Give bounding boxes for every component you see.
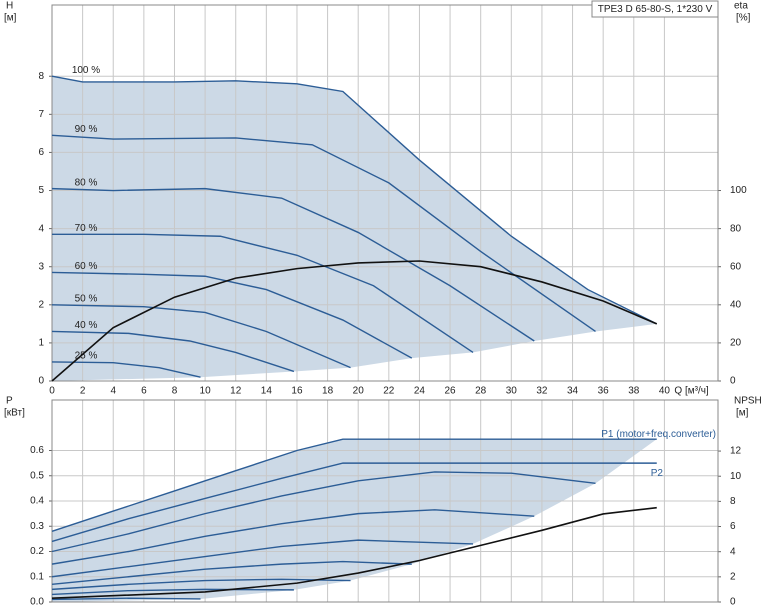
y-tick-label: 0.2 (30, 546, 44, 557)
y-tick-label: 0.0 (30, 597, 44, 608)
x-tick-label: 8 (172, 386, 178, 397)
y2-tick-label: 0 (730, 597, 736, 608)
x-tick-label: 4 (110, 386, 116, 397)
y-axis-unit: [м] (4, 13, 17, 24)
y-tick-label: 3 (38, 261, 44, 272)
curve (51, 438, 657, 532)
x-tick-label: 0 (49, 386, 55, 397)
x-tick-label: 22 (383, 386, 395, 397)
curve-label: 100 % (72, 65, 100, 76)
y-axis-label: H (6, 1, 13, 12)
y-tick-label: 8 (38, 71, 44, 82)
x-tick-label: 40 (659, 386, 671, 397)
x-tick-label: 28 (475, 386, 487, 397)
x-tick-label: 6 (141, 386, 147, 397)
y-tick-label: 0 (38, 376, 44, 387)
y2-tick-label: 60 (730, 261, 742, 272)
x-tick-label: 20 (353, 386, 365, 397)
y2-tick-label: 20 (730, 338, 742, 349)
curve (51, 578, 351, 591)
y2-tick-label: 40 (730, 299, 742, 310)
curve (51, 588, 294, 596)
plot-frame (51, 4, 719, 382)
y-tick-label: 0.1 (30, 571, 44, 582)
x-tick-label: 18 (322, 386, 334, 397)
y2-axis-label: eta (734, 1, 748, 12)
curve (51, 330, 295, 373)
y2-tick-label: 100 (730, 185, 747, 196)
plot-frame (51, 399, 719, 603)
x-tick-label: 36 (598, 386, 610, 397)
curve (51, 304, 351, 369)
curve (51, 260, 658, 382)
y-tick-label: 2 (38, 299, 44, 310)
curve (51, 361, 201, 378)
x-tick-label: 12 (230, 386, 242, 397)
operating-area (52, 439, 657, 602)
curve-label: 90 % (75, 124, 98, 135)
y-tick-label: 0.3 (30, 521, 44, 532)
y2-tick-label: 10 (730, 471, 742, 482)
curve-label: 50 % (75, 293, 98, 304)
curve (51, 271, 413, 359)
x-tick-label: 34 (567, 386, 579, 397)
y-tick-label: 7 (38, 109, 44, 120)
y2-tick-label: 0 (730, 376, 736, 387)
x-tick-label: 16 (291, 386, 303, 397)
curve-label: 70 % (75, 223, 98, 234)
y2-axis-unit: [%] (736, 13, 751, 24)
x-tick-label: 14 (261, 386, 273, 397)
curve (51, 539, 474, 578)
curve-label: P1 (motor+freq.converter) (601, 429, 716, 440)
curve (51, 471, 596, 553)
curve (51, 597, 201, 601)
y-tick-label: 4 (38, 223, 44, 234)
y-tick-label: 0.6 (30, 445, 44, 456)
curve-label: P2 (651, 468, 664, 479)
y-axis-unit: [кВт] (4, 408, 25, 419)
curve (51, 560, 412, 586)
y2-axis-unit: [м] (736, 408, 749, 419)
curve (52, 233, 474, 354)
y2-tick-label: 8 (730, 496, 736, 507)
y2-axis-label: NPSH (734, 396, 762, 407)
y-tick-label: 0.4 (30, 496, 44, 507)
curve-label: 25 % (75, 351, 98, 362)
y2-tick-label: 12 (730, 446, 742, 457)
x-tick-label: 32 (536, 386, 548, 397)
chart-title: TPE3 D 65-80-S, 1*230 V (598, 4, 713, 15)
curve (51, 509, 535, 565)
x-axis-label: Q [м³/ч] (674, 386, 709, 397)
y2-tick-label: 6 (730, 521, 736, 532)
y2-tick-label: 80 (730, 223, 742, 234)
y-axis-label: P (6, 396, 13, 407)
curve (51, 506, 657, 600)
curve (51, 134, 596, 333)
x-tick-label: 38 (628, 386, 640, 397)
y-tick-label: 5 (38, 185, 44, 196)
curve (51, 75, 658, 325)
y-tick-label: 6 (38, 147, 44, 158)
curve (51, 462, 657, 543)
y2-tick-label: 2 (730, 571, 736, 582)
y-tick-label: 1 (38, 338, 44, 349)
title-box (591, 0, 719, 18)
curve (51, 187, 535, 342)
y2-tick-label: 4 (730, 546, 736, 557)
x-tick-label: 24 (414, 386, 426, 397)
curve-label: 40 % (75, 320, 98, 331)
x-tick-label: 10 (200, 386, 212, 397)
x-tick-label: 30 (506, 386, 518, 397)
x-tick-label: 26 (445, 386, 457, 397)
curve-label: 80 % (75, 177, 98, 188)
y-tick-label: 0.5 (30, 470, 44, 481)
x-tick-label: 2 (80, 386, 86, 397)
curve-label: 60 % (75, 261, 98, 272)
